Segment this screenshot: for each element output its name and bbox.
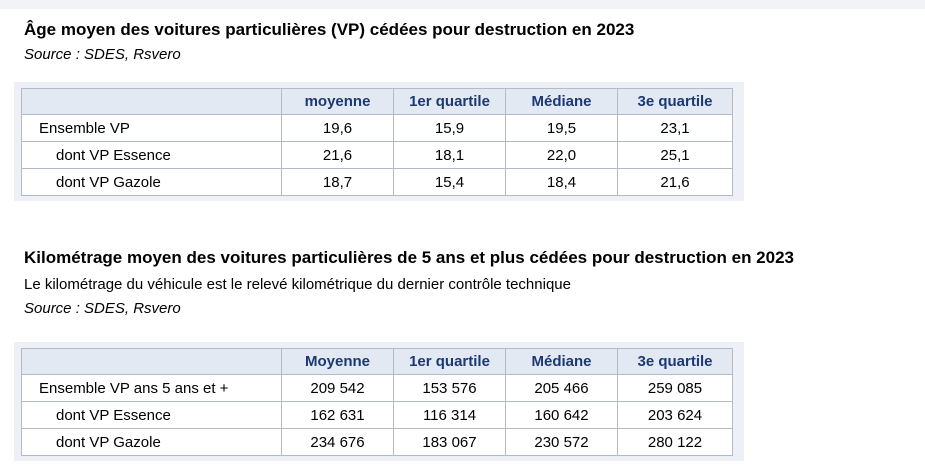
value-cell: 19,5 — [505, 114, 618, 142]
table-row: dont VP Essence 21,6 18,1 22,0 25,1 — [21, 141, 733, 169]
km-col-header-empty — [21, 348, 282, 375]
km-section-subtitle: Le kilométrage du véhicule est le relevé… — [24, 276, 571, 293]
value-cell: 203 624 — [617, 401, 733, 429]
table-row: Ensemble VP ans 5 ans et + 209 542 153 5… — [21, 374, 733, 402]
row-label: dont VP Essence — [21, 141, 282, 169]
value-cell: 160 642 — [505, 401, 618, 429]
km-col-header-3e-quartile: 3e quartile — [617, 348, 733, 375]
row-label: dont VP Gazole — [21, 168, 282, 196]
age-col-header-3e-quartile: 3e quartile — [617, 88, 733, 115]
value-cell: 234 676 — [281, 428, 394, 456]
value-cell: 183 067 — [393, 428, 506, 456]
row-label: Ensemble VP — [21, 114, 282, 142]
km-table: Moyenne 1er quartile Médiane 3e quartile… — [21, 348, 733, 456]
value-cell: 153 576 — [393, 374, 506, 402]
value-cell: 209 542 — [281, 374, 394, 402]
value-cell: 22,0 — [505, 141, 618, 169]
page-content: Âge moyen des voitures particulières (VP… — [0, 19, 925, 461]
value-cell: 205 466 — [505, 374, 618, 402]
age-table-header-row: moyenne 1er quartile Médiane 3e quartile — [21, 88, 733, 115]
value-cell: 19,6 — [281, 114, 394, 142]
value-cell: 15,4 — [393, 168, 506, 196]
row-label: Ensemble VP ans 5 ans et + — [21, 374, 282, 402]
value-cell: 280 122 — [617, 428, 733, 456]
km-col-header-mediane: Médiane — [505, 348, 618, 375]
row-label: dont VP Essence — [21, 401, 282, 429]
table-row: dont VP Gazole 18,7 15,4 18,4 21,6 — [21, 168, 733, 196]
table-row: dont VP Gazole 234 676 183 067 230 572 2… — [21, 428, 733, 456]
km-section-title: Kilométrage moyen des voitures particuli… — [24, 248, 794, 267]
km-table-header-row: Moyenne 1er quartile Médiane 3e quartile — [21, 348, 733, 375]
value-cell: 116 314 — [393, 401, 506, 429]
row-label: dont VP Gazole — [21, 428, 282, 456]
age-section-title: Âge moyen des voitures particulières (VP… — [24, 20, 635, 39]
value-cell: 21,6 — [617, 168, 733, 196]
top-strip — [0, 0, 925, 9]
value-cell: 15,9 — [393, 114, 506, 142]
value-cell: 21,6 — [281, 141, 394, 169]
age-section-source: Source : SDES, Rsvero — [24, 46, 181, 63]
age-col-header-empty — [21, 88, 282, 115]
value-cell: 18,4 — [505, 168, 618, 196]
value-cell: 259 085 — [617, 374, 733, 402]
value-cell: 18,7 — [281, 168, 394, 196]
value-cell: 23,1 — [617, 114, 733, 142]
value-cell: 162 631 — [281, 401, 394, 429]
value-cell: 25,1 — [617, 141, 733, 169]
age-col-header-1er-quartile: 1er quartile — [393, 88, 506, 115]
km-table-panel: Moyenne 1er quartile Médiane 3e quartile… — [14, 342, 744, 461]
table-row: Ensemble VP 19,6 15,9 19,5 23,1 — [21, 114, 733, 142]
km-section-source: Source : SDES, Rsvero — [24, 300, 181, 317]
value-cell: 18,1 — [393, 141, 506, 169]
table-row: dont VP Essence 162 631 116 314 160 642 … — [21, 401, 733, 429]
km-col-header-1er-quartile: 1er quartile — [393, 348, 506, 375]
age-col-header-mediane: Médiane — [505, 88, 618, 115]
age-table-panel: moyenne 1er quartile Médiane 3e quartile… — [14, 82, 744, 201]
age-col-header-moyenne: moyenne — [281, 88, 394, 115]
value-cell: 230 572 — [505, 428, 618, 456]
age-table: moyenne 1er quartile Médiane 3e quartile… — [21, 88, 733, 196]
km-col-header-moyenne: Moyenne — [281, 348, 394, 375]
